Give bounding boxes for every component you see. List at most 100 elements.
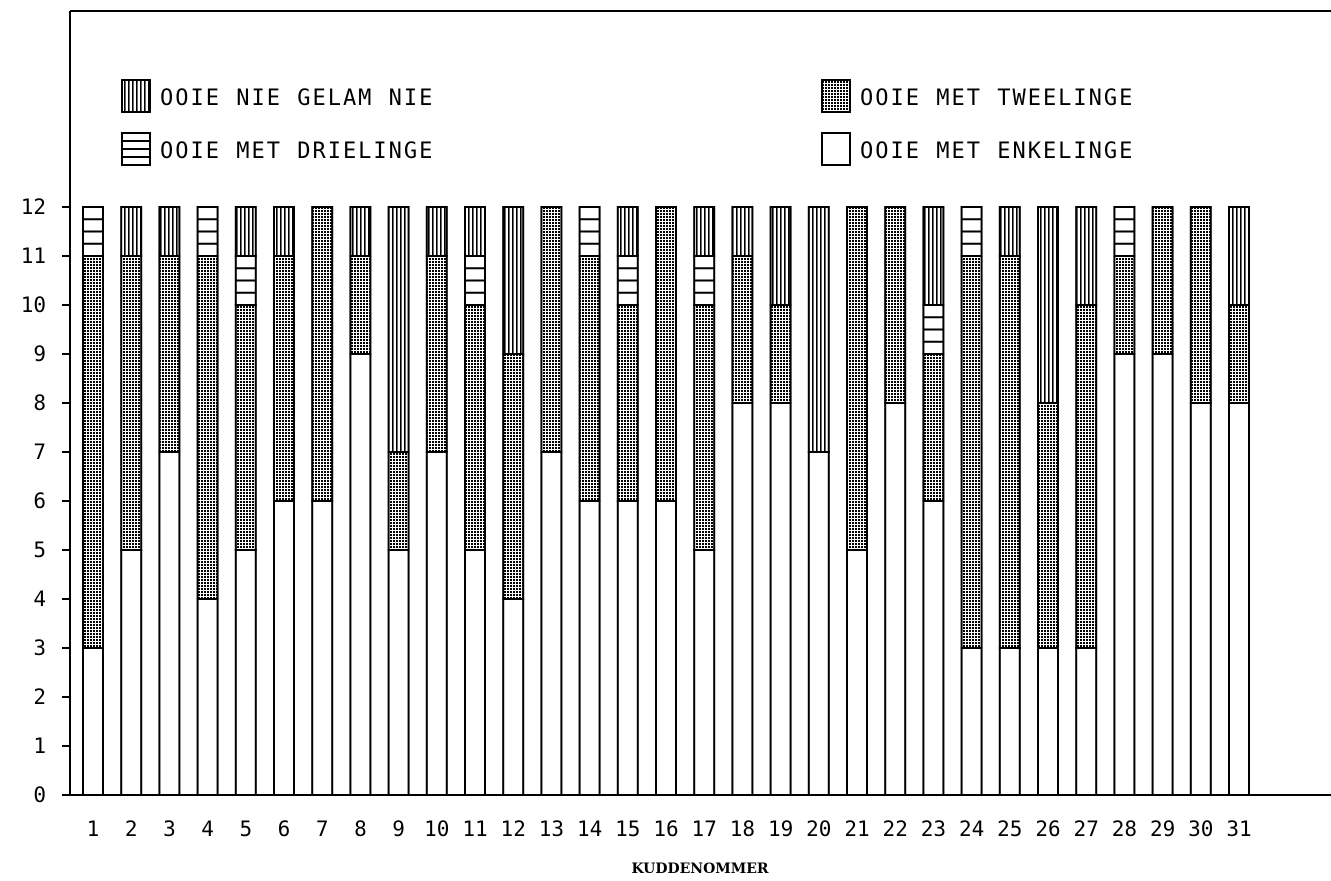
segment-fill bbox=[1228, 206, 1250, 306]
bar-28 bbox=[1113, 206, 1136, 796]
bar-segment bbox=[1151, 206, 1174, 355]
bar-segment bbox=[387, 451, 410, 551]
segment-fill bbox=[693, 304, 716, 551]
legend-label: OOIE MET DRIELINGE bbox=[160, 139, 434, 164]
bar-15 bbox=[616, 206, 639, 796]
bar-16 bbox=[655, 206, 677, 796]
bar-segment bbox=[464, 255, 486, 306]
bar-segment bbox=[922, 353, 945, 502]
bar-segment bbox=[387, 549, 410, 796]
legend-item: OOIE MET DRIELINGE bbox=[121, 132, 434, 166]
y-tick-label: 5 bbox=[33, 538, 46, 562]
bar-segment bbox=[1075, 206, 1098, 306]
segment-fill bbox=[158, 451, 181, 796]
bar-segment bbox=[1113, 206, 1136, 257]
bar-segment bbox=[196, 598, 219, 796]
bar-segment bbox=[616, 255, 639, 306]
segment-fill bbox=[693, 549, 716, 796]
bar-segment bbox=[349, 206, 372, 257]
segment-fill bbox=[540, 206, 563, 453]
segment-fill bbox=[731, 402, 754, 796]
x-tick-label: 11 bbox=[462, 817, 487, 841]
segment-fill bbox=[616, 304, 639, 502]
segment-fill bbox=[1151, 206, 1174, 355]
bar-segment bbox=[120, 206, 143, 257]
bar-segment bbox=[807, 206, 830, 453]
bar-2 bbox=[120, 206, 143, 796]
y-tick-label: 3 bbox=[33, 636, 46, 660]
y-tick-label: 0 bbox=[33, 783, 46, 807]
bar-segment bbox=[655, 206, 677, 502]
x-tick-label: 13 bbox=[539, 817, 564, 841]
bar-segment bbox=[1075, 647, 1098, 796]
bar-segment bbox=[655, 500, 677, 796]
bar-segment bbox=[1189, 206, 1212, 404]
bar-27 bbox=[1075, 206, 1098, 796]
bar-segment bbox=[82, 647, 104, 796]
x-tick-label: 6 bbox=[278, 817, 291, 841]
segment-fill bbox=[82, 255, 104, 649]
segment-fill bbox=[349, 353, 372, 796]
y-tick-label: 2 bbox=[33, 685, 46, 709]
bar-segment bbox=[1228, 206, 1250, 306]
segment-fill bbox=[616, 500, 639, 796]
segment-fill bbox=[821, 132, 851, 166]
x-tick-label: 18 bbox=[730, 817, 755, 841]
bar-30 bbox=[1189, 206, 1212, 796]
bar-segment bbox=[540, 206, 563, 453]
segment-fill bbox=[273, 500, 295, 796]
x-tick-label: 29 bbox=[1150, 817, 1175, 841]
bar-segment bbox=[1075, 304, 1098, 649]
bar-segment bbox=[807, 451, 830, 796]
bar-segment bbox=[502, 598, 525, 796]
legend: OOIE NIE GELAM NIE OOIE MET TWEELINGE OOIE… bbox=[121, 79, 1134, 166]
x-tick-label: 7 bbox=[316, 817, 329, 841]
x-tick-label: 23 bbox=[921, 817, 946, 841]
segment-fill bbox=[540, 451, 563, 796]
segment-fill bbox=[960, 647, 983, 796]
bar-6 bbox=[273, 206, 295, 796]
segment-fill bbox=[922, 206, 945, 306]
legend-label: OOIE NIE GELAM NIE bbox=[160, 86, 434, 111]
bar-segment bbox=[234, 206, 257, 257]
segment-fill bbox=[769, 206, 792, 306]
bar-segment bbox=[578, 206, 601, 257]
bar-segment bbox=[1037, 402, 1059, 649]
x-tick-label: 27 bbox=[1074, 817, 1099, 841]
segment-fill bbox=[120, 549, 143, 796]
segment-fill bbox=[846, 206, 868, 551]
bar-segment bbox=[234, 549, 257, 796]
bar-segment bbox=[922, 304, 945, 355]
legend-swatch bbox=[821, 79, 851, 113]
x-tick-label: 1 bbox=[87, 817, 100, 841]
bar-segment bbox=[234, 304, 257, 551]
bar-1 bbox=[82, 206, 104, 796]
segment-fill bbox=[578, 500, 601, 796]
segment-fill bbox=[273, 255, 295, 502]
segment-fill bbox=[1037, 402, 1059, 649]
segment-fill bbox=[387, 549, 410, 796]
y-tick-label: 10 bbox=[21, 293, 46, 317]
bar-segment bbox=[1113, 255, 1136, 355]
x-tick-label: 28 bbox=[1112, 817, 1137, 841]
bar-4 bbox=[196, 206, 219, 796]
bar-segment bbox=[769, 206, 792, 306]
bar-segment bbox=[731, 402, 754, 796]
segment-fill bbox=[616, 206, 639, 257]
bar-segment bbox=[769, 402, 792, 796]
x-tick-label: 10 bbox=[424, 817, 449, 841]
bar-segment bbox=[158, 255, 181, 453]
legend-item: OOIE MET TWEELINGE bbox=[821, 79, 1132, 113]
bar-segment bbox=[273, 255, 295, 502]
bar-segment bbox=[311, 500, 334, 796]
bar-segment bbox=[120, 255, 143, 551]
legend-label: OOIE MET ENKELINGE bbox=[860, 139, 1134, 164]
y-tick-label: 11 bbox=[21, 244, 46, 268]
legend-item: OOIE MET ENKELINGE bbox=[821, 132, 1134, 166]
bar-segment bbox=[693, 255, 716, 306]
x-tick-label: 3 bbox=[163, 817, 176, 841]
segment-fill bbox=[425, 255, 448, 453]
segment-fill bbox=[960, 255, 983, 649]
bar-segment bbox=[884, 402, 907, 796]
segment-fill bbox=[234, 206, 257, 257]
